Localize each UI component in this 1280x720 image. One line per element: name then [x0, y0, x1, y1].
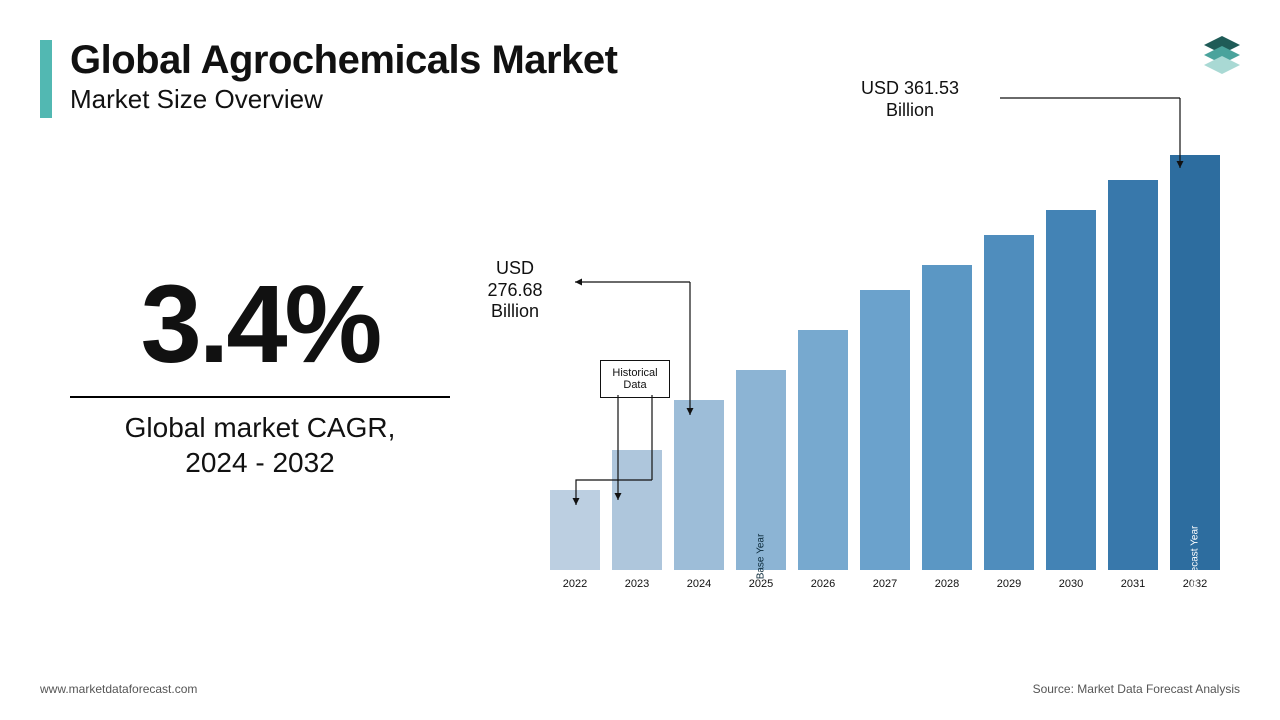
bar-year-label: 2028 [935, 578, 959, 590]
bar-year-label: 2024 [687, 578, 711, 590]
bar-inline-label: Forecast Year [1190, 526, 1201, 588]
bar-year-label: 2030 [1059, 578, 1083, 590]
page: Global Agrochemicals Market Market Size … [0, 0, 1280, 720]
callout-end-line2: Billion [886, 100, 934, 120]
historical-box-line2: Data [623, 379, 646, 391]
bar-wrap: 2026 [798, 330, 848, 590]
bar-year-label: 2031 [1121, 578, 1145, 590]
bar: Base Year [736, 370, 786, 570]
bar: Forecast Year [1170, 155, 1220, 570]
title-block: Global Agrochemicals Market Market Size … [40, 40, 617, 115]
brand-logo-icon [1192, 24, 1252, 84]
historical-data-box: Historical Data [600, 360, 670, 398]
bar-wrap: 2028 [922, 265, 972, 590]
bar-year-label: 2023 [625, 578, 649, 590]
bar [550, 490, 600, 570]
bar-year-label: 2025 [749, 578, 773, 590]
stat-divider [70, 396, 450, 398]
bar [922, 265, 972, 570]
bar-wrap: 2022 [550, 490, 600, 590]
bar [860, 290, 910, 570]
bar [1108, 180, 1158, 570]
bar-wrap: 2030 [1046, 210, 1096, 590]
callout-start-line1: USD [496, 258, 534, 278]
bar [612, 450, 662, 570]
callout-end-line1: USD 361.53 [861, 78, 959, 98]
bar-inline-label: Base Year [756, 534, 767, 580]
bar-year-label: 2029 [997, 578, 1021, 590]
title-accent-bar [40, 40, 52, 118]
bar-wrap: 2024 [674, 400, 724, 590]
bar-year-label: 2022 [563, 578, 587, 590]
page-subtitle: Market Size Overview [70, 84, 617, 115]
bar-wrap: 2027 [860, 290, 910, 590]
bar-year-label: 2026 [811, 578, 835, 590]
footer-url: www.marketdataforecast.com [40, 682, 197, 696]
callout-start-line2: 276.68 [487, 280, 542, 300]
footer-source: Source: Market Data Forecast Analysis [1033, 682, 1240, 696]
bar-year-label: 2027 [873, 578, 897, 590]
bar [798, 330, 848, 570]
bar [674, 400, 724, 570]
bar-wrap: 2023 [612, 450, 662, 590]
cagr-caption-line1: Global market CAGR, [125, 412, 396, 443]
cagr-stat: 3.4% Global market CAGR, 2024 - 2032 [60, 270, 460, 480]
historical-box-line1: Historical [612, 367, 657, 379]
cagr-value: 3.4% [60, 270, 460, 380]
callout-start-value: USD 276.68 Billion [460, 258, 570, 323]
bar-wrap: Base Year2025 [736, 370, 786, 590]
bar-wrap: 2029 [984, 235, 1034, 590]
bar [1046, 210, 1096, 570]
cagr-caption-line2: 2024 - 2032 [185, 447, 334, 478]
callout-end-value: USD 361.53 Billion [820, 78, 1000, 121]
bar [984, 235, 1034, 570]
bar-wrap: Forecast Year2032 [1170, 155, 1220, 590]
cagr-caption: Global market CAGR, 2024 - 2032 [60, 410, 460, 480]
page-title: Global Agrochemicals Market [70, 40, 617, 80]
bar-wrap: 2031 [1108, 180, 1158, 590]
callout-start-line3: Billion [491, 301, 539, 321]
